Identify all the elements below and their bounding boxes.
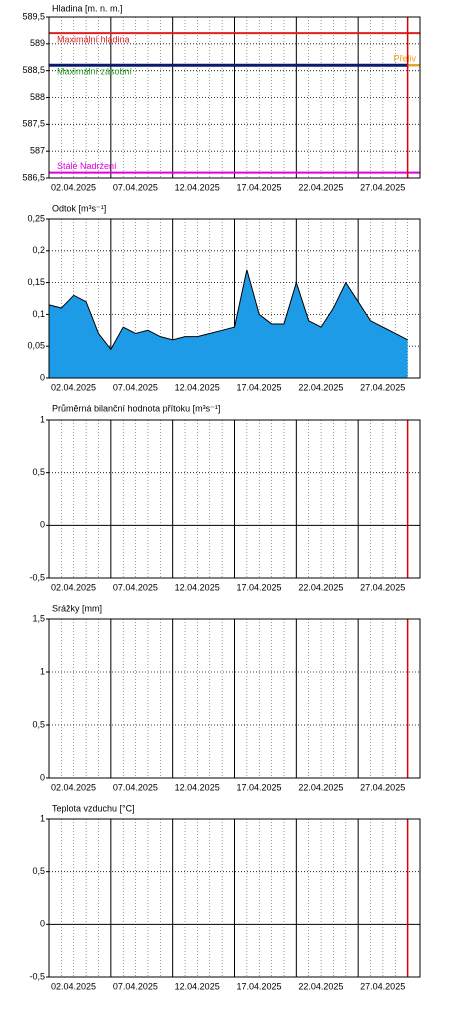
x-tick-label: 17.04.2025 <box>237 582 282 592</box>
reference-label: Maximální hladina <box>57 34 130 44</box>
x-tick-label: 27.04.2025 <box>360 382 405 392</box>
x-tick-label: 27.04.2025 <box>360 182 405 192</box>
x-tick-label: 22.04.2025 <box>298 782 343 792</box>
y-tick-label: 0 <box>40 772 45 782</box>
x-tick-label: 17.04.2025 <box>237 981 282 991</box>
y-tick-label: 0 <box>40 372 45 382</box>
x-tick-label: 12.04.2025 <box>175 782 220 792</box>
plot-frame <box>48 818 421 978</box>
series-edge <box>48 269 408 351</box>
y-tick-label: 0,1 <box>32 309 45 319</box>
y-tick-label: 0,05 <box>27 341 45 351</box>
x-tick-label: 22.04.2025 <box>298 981 343 991</box>
chart-title: Hladina [m. n. m.] <box>52 3 123 13</box>
chart-title: Průměrná bilanční hodnota přítoku [m³s⁻¹… <box>52 403 220 413</box>
x-tick-label: 02.04.2025 <box>51 981 96 991</box>
x-tick-label: 02.04.2025 <box>51 782 96 792</box>
x-tick-label: 07.04.2025 <box>113 182 158 192</box>
y-tick-label: 0,15 <box>27 277 45 287</box>
y-tick-label: -0,5 <box>29 572 45 582</box>
x-tick-label: 12.04.2025 <box>175 382 220 392</box>
plot-frame <box>48 16 421 179</box>
plot-frame <box>48 218 421 379</box>
x-tick-label: 02.04.2025 <box>51 382 96 392</box>
y-tick-label: 0,25 <box>27 213 45 223</box>
x-tick-label: 17.04.2025 <box>237 182 282 192</box>
x-tick-label: 27.04.2025 <box>360 981 405 991</box>
x-tick-label: 02.04.2025 <box>51 182 96 192</box>
x-tick-label: 07.04.2025 <box>113 582 158 592</box>
y-tick-label: 589 <box>30 38 45 48</box>
x-tick-label: 07.04.2025 <box>113 782 158 792</box>
y-tick-label: 1 <box>40 414 45 424</box>
y-tick-label: 1 <box>40 666 45 676</box>
series-area <box>49 269 408 378</box>
y-tick-label: -0,5 <box>29 971 45 981</box>
y-tick-label: 0,5 <box>32 719 45 729</box>
reference-label: Přeliv <box>393 54 416 64</box>
x-tick-label: 27.04.2025 <box>360 782 405 792</box>
y-tick-label: 0,5 <box>32 467 45 477</box>
y-tick-label: 0 <box>40 520 45 530</box>
y-tick-label: 586,5 <box>22 172 45 182</box>
reference-label: Stálé Nadržení <box>57 161 117 171</box>
plot-frame <box>48 419 421 579</box>
x-tick-label: 12.04.2025 <box>175 182 220 192</box>
x-tick-label: 17.04.2025 <box>237 782 282 792</box>
y-tick-label: 588,5 <box>22 65 45 75</box>
chart-title: Srážky [mm] <box>52 603 102 613</box>
y-tick-label: 0 <box>40 919 45 929</box>
chart-title: Teplota vzduchu [°C] <box>52 803 135 813</box>
x-tick-label: 17.04.2025 <box>237 382 282 392</box>
x-tick-label: 22.04.2025 <box>298 382 343 392</box>
x-tick-label: 12.04.2025 <box>175 582 220 592</box>
y-tick-label: 0,5 <box>32 866 45 876</box>
y-tick-label: 589,5 <box>22 11 45 21</box>
y-tick-label: 587,5 <box>22 119 45 129</box>
x-tick-label: 07.04.2025 <box>113 981 158 991</box>
x-tick-label: 07.04.2025 <box>113 382 158 392</box>
x-tick-label: 22.04.2025 <box>298 182 343 192</box>
y-tick-label: 1,5 <box>32 613 45 623</box>
x-tick-label: 27.04.2025 <box>360 582 405 592</box>
plot-frame <box>48 618 421 779</box>
x-tick-label: 02.04.2025 <box>51 582 96 592</box>
y-tick-label: 588 <box>30 92 45 102</box>
y-tick-label: 0,2 <box>32 245 45 255</box>
y-tick-label: 1 <box>40 813 45 823</box>
reference-label: Maximální zásobní <box>57 67 133 77</box>
chart-title: Odtok [m³s⁻¹] <box>52 203 106 213</box>
x-tick-label: 22.04.2025 <box>298 582 343 592</box>
x-tick-label: 12.04.2025 <box>175 981 220 991</box>
y-tick-label: 587 <box>30 146 45 156</box>
